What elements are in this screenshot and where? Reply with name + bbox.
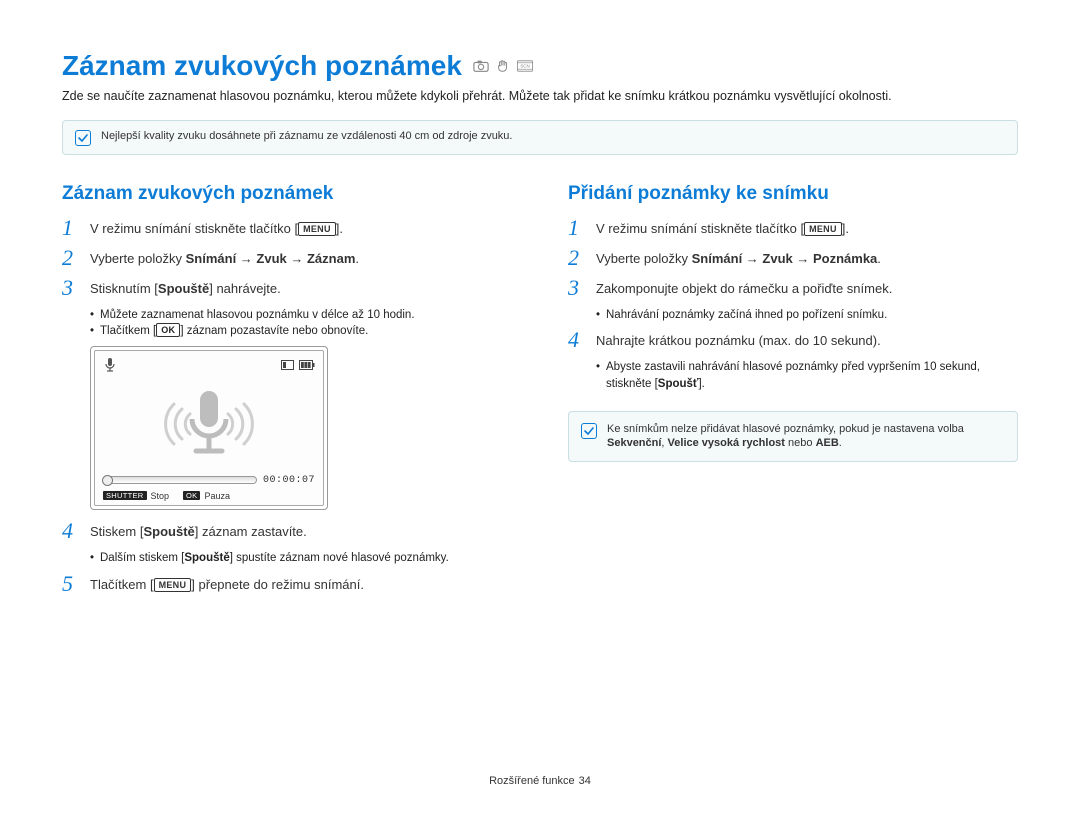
- svg-text:SCN: SCN: [520, 64, 529, 69]
- top-info-text: Nejlepší kvality zvuku dosáhnete při záz…: [101, 129, 513, 144]
- step-number: 5: [62, 573, 80, 595]
- left-heading: Záznam zvukových poznámek: [62, 183, 512, 205]
- info-icon: [75, 130, 91, 146]
- mode-icons: SCN: [472, 59, 534, 73]
- menu-key-icon: MENU: [154, 578, 192, 592]
- menu-key-icon: MENU: [298, 222, 336, 236]
- camera-lcd-mock: 00:00:07 SHUTTER Stop OK Pauza: [90, 346, 328, 510]
- camera-mode-icon: [472, 59, 490, 73]
- mic-small-icon: [103, 357, 117, 373]
- info-icon: [581, 423, 597, 439]
- progress-bar: [103, 476, 257, 484]
- step-number: 2: [62, 247, 80, 269]
- step-number: 1: [62, 217, 80, 239]
- right-step4: Nahrajte krátkou poznámku (max. do 10 se…: [596, 329, 1018, 350]
- hand-mode-icon: [494, 59, 512, 73]
- step-number: 4: [62, 520, 80, 542]
- ok-key-icon: OK: [156, 323, 180, 337]
- scn-mode-icon: SCN: [516, 59, 534, 73]
- right-step1: V režimu snímání stiskněte tlačítko [MEN…: [596, 217, 1018, 238]
- bottom-info-text: Ke snímkům nelze přidávat hlasové poznám…: [607, 422, 1005, 452]
- bottom-info-box: Ke snímkům nelze přidávat hlasové poznám…: [568, 411, 1018, 463]
- page-footer: Rozšířené funkce34: [0, 775, 1080, 787]
- left-step4-bullet: Dalším stiskem [Spouště] spustíte záznam…: [90, 550, 512, 567]
- step-number: 4: [568, 329, 586, 351]
- left-step5: Tlačítkem [MENU] přepnete do režimu sním…: [90, 573, 512, 594]
- timecode: 00:00:07: [263, 475, 315, 486]
- left-step4: Stiskem [Spouště] záznam zastavíte.: [90, 520, 512, 541]
- right-heading: Přidání poznámky ke snímku: [568, 183, 1018, 205]
- step-number: 3: [568, 277, 586, 299]
- left-step3-bullet: Tlačítkem [OK] záznam pozastavíte nebo o…: [90, 323, 512, 340]
- left-step3: Stisknutím [Spouště] nahrávejte.: [90, 277, 512, 298]
- right-step3-bullet: Nahrávání poznámky začíná ihned po poříz…: [596, 307, 1018, 324]
- menu-key-icon: MENU: [804, 222, 842, 236]
- right-step3: Zakomponujte objekt do rámečku a pořiďte…: [596, 277, 1018, 298]
- top-info-box: Nejlepší kvality zvuku dosáhnete při záz…: [62, 120, 1018, 155]
- page-title: Záznam zvukových poznámek: [62, 50, 462, 82]
- right-step2: Vyberte položky Snímání → Zvuk → Poznámk…: [596, 247, 1018, 268]
- ok-pause-label: OK Pauza: [183, 491, 230, 501]
- left-step1: V režimu snímání stiskněte tlačítko [MEN…: [90, 217, 512, 238]
- shutter-stop-label: SHUTTER Stop: [103, 491, 169, 501]
- battery-icon: [281, 360, 315, 370]
- step-number: 1: [568, 217, 586, 239]
- step-number: 2: [568, 247, 586, 269]
- right-step4-bullet: Abyste zastavili nahrávání hlasové pozná…: [596, 359, 1018, 392]
- left-step3-bullet: Můžete zaznamenat hlasovou poznámku v dé…: [90, 307, 512, 324]
- left-step2: Vyberte položky Snímání → Zvuk → Záznam.: [90, 247, 512, 268]
- step-number: 3: [62, 277, 80, 299]
- mic-large-icon: [103, 377, 315, 471]
- intro-text: Zde se naučíte zaznamenat hlasovou pozná…: [62, 88, 1018, 106]
